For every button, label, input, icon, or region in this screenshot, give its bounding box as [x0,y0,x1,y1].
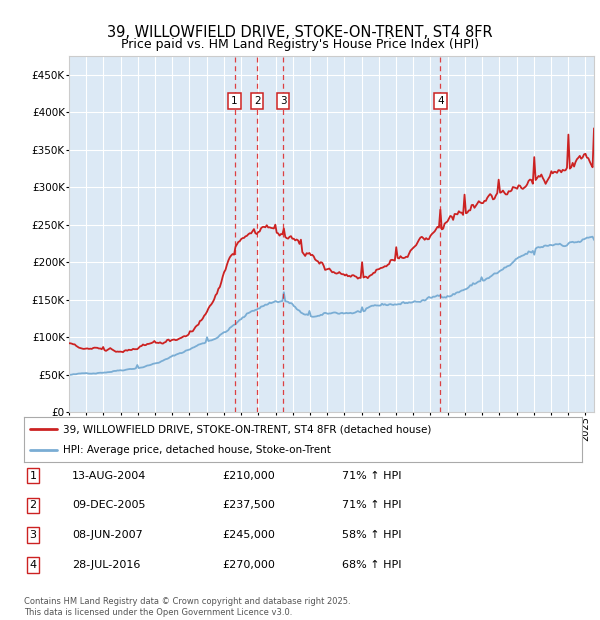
Text: 09-DEC-2005: 09-DEC-2005 [72,500,146,510]
Text: Contains HM Land Registry data © Crown copyright and database right 2025.
This d: Contains HM Land Registry data © Crown c… [24,598,350,617]
Text: 13-AUG-2004: 13-AUG-2004 [72,471,146,480]
Text: £237,500: £237,500 [222,500,275,510]
Text: 08-JUN-2007: 08-JUN-2007 [72,530,143,540]
Text: 68% ↑ HPI: 68% ↑ HPI [342,560,401,570]
Text: £270,000: £270,000 [222,560,275,570]
Text: 3: 3 [280,96,286,106]
Text: 3: 3 [29,530,37,540]
Text: 2: 2 [29,500,37,510]
Text: 1: 1 [231,96,238,106]
Text: 2: 2 [254,96,260,106]
Text: 1: 1 [29,471,37,480]
Text: 39, WILLOWFIELD DRIVE, STOKE-ON-TRENT, ST4 8FR (detached house): 39, WILLOWFIELD DRIVE, STOKE-ON-TRENT, S… [63,424,431,435]
Text: £210,000: £210,000 [222,471,275,480]
Text: HPI: Average price, detached house, Stoke-on-Trent: HPI: Average price, detached house, Stok… [63,445,331,455]
Text: 71% ↑ HPI: 71% ↑ HPI [342,471,401,480]
Text: 58% ↑ HPI: 58% ↑ HPI [342,530,401,540]
Text: 4: 4 [437,96,443,106]
Text: £245,000: £245,000 [222,530,275,540]
Text: 28-JUL-2016: 28-JUL-2016 [72,560,140,570]
Text: 71% ↑ HPI: 71% ↑ HPI [342,500,401,510]
Text: Price paid vs. HM Land Registry's House Price Index (HPI): Price paid vs. HM Land Registry's House … [121,38,479,51]
Text: 4: 4 [29,560,37,570]
Text: 39, WILLOWFIELD DRIVE, STOKE-ON-TRENT, ST4 8FR: 39, WILLOWFIELD DRIVE, STOKE-ON-TRENT, S… [107,25,493,40]
